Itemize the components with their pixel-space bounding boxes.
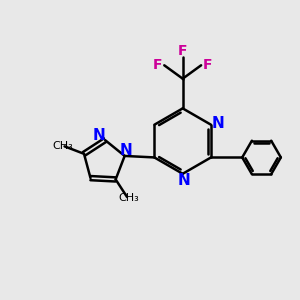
Text: F: F — [203, 58, 212, 72]
Text: N: N — [120, 142, 133, 158]
Text: F: F — [153, 58, 163, 72]
Text: CH₃: CH₃ — [53, 141, 74, 152]
Text: F: F — [178, 44, 188, 58]
Text: N: N — [178, 173, 190, 188]
Text: CH₃: CH₃ — [118, 194, 139, 203]
Text: N: N — [93, 128, 106, 143]
Text: N: N — [211, 116, 224, 131]
